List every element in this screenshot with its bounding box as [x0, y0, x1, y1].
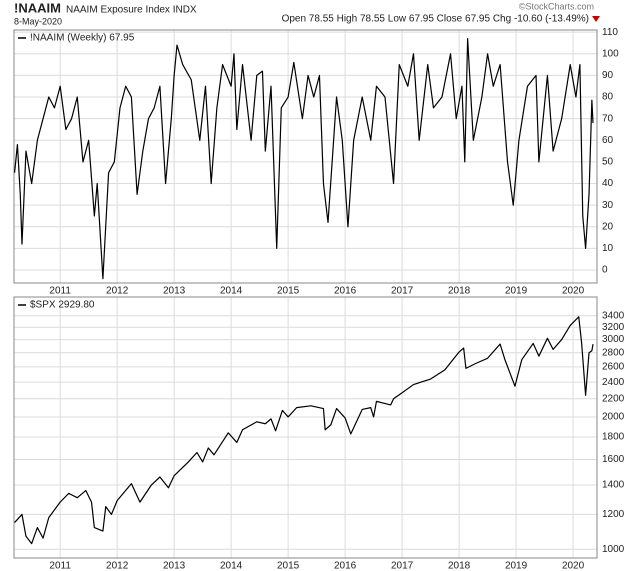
y-tick-label: 2000 — [602, 412, 625, 423]
x-tick-label: 2016 — [334, 286, 357, 297]
chart-title: !NAAIM — [14, 0, 61, 15]
x-tick-label: 2017 — [391, 561, 414, 571]
y-tick-label: 1000 — [602, 544, 625, 555]
x-tick-label: 2017 — [391, 286, 414, 297]
x-tick-label: 2012 — [106, 286, 129, 297]
x-tick-label: 2012 — [106, 561, 129, 571]
legend-label: !NAAIM (Weekly) 67.95 — [30, 33, 135, 44]
x-tick-label: 2014 — [220, 561, 243, 571]
y-tick-label: 1400 — [602, 480, 625, 491]
y-tick-label: 50 — [602, 157, 614, 168]
plot-frame — [13, 29, 598, 284]
x-tick-label: 2020 — [562, 561, 585, 571]
y-tick-label: 90 — [602, 70, 614, 81]
y-tick-label: 1200 — [602, 509, 625, 520]
x-tick-label: 2018 — [448, 561, 471, 571]
y-tick-label: 110 — [602, 27, 618, 38]
y-tick-label: 20 — [602, 221, 614, 232]
x-tick-label: 2020 — [562, 286, 585, 297]
chart-date: 8-May-2020 — [14, 16, 62, 26]
y-tick-label: 40 — [602, 178, 614, 189]
y-tick-label: 10 — [602, 243, 614, 254]
x-tick-label: 2018 — [448, 286, 471, 297]
plot-frame — [13, 296, 598, 559]
y-tick-label: 0 — [602, 265, 608, 276]
y-tick-label: 3000 — [602, 334, 625, 345]
y-tick-label: 2400 — [602, 377, 625, 388]
y-tick-label: 80 — [602, 92, 614, 103]
x-tick-label: 2014 — [220, 286, 243, 297]
series-line — [14, 316, 594, 545]
y-tick-label: 2200 — [602, 393, 625, 404]
x-tick-label: 2015 — [277, 286, 300, 297]
y-tick-label: 100 — [602, 48, 619, 59]
x-tick-label: 2015 — [277, 561, 300, 571]
y-tick-label: 3200 — [602, 322, 625, 333]
x-tick-label: 2013 — [163, 561, 186, 571]
down-arrow — [592, 16, 600, 22]
x-tick-label: 2011 — [49, 286, 71, 297]
x-tick-label: 2019 — [505, 561, 528, 571]
x-tick-label: 2016 — [334, 561, 357, 571]
x-tick-label: 2013 — [163, 286, 186, 297]
y-tick-label: 2800 — [602, 347, 625, 358]
x-tick-label: 2019 — [505, 286, 528, 297]
legend-label: $SPX 2929.80 — [30, 300, 95, 311]
y-tick-label: 60 — [602, 135, 614, 146]
y-tick-label: 1600 — [602, 454, 625, 465]
y-tick-label: 1800 — [602, 432, 625, 443]
y-tick-label: 2600 — [602, 362, 625, 373]
quote: Open 78.55 High 78.55 Low 67.95 Close 67… — [282, 14, 589, 25]
chart-subtitle: NAAIM Exposure Index INDX — [66, 5, 197, 16]
x-tick-label: 2011 — [49, 561, 71, 571]
y-tick-label: 3400 — [602, 310, 625, 321]
y-tick-label: 30 — [602, 200, 614, 211]
credit: ©StockCharts.com — [519, 1, 594, 11]
series-line — [13, 38, 594, 280]
y-tick-label: 70 — [602, 113, 614, 124]
